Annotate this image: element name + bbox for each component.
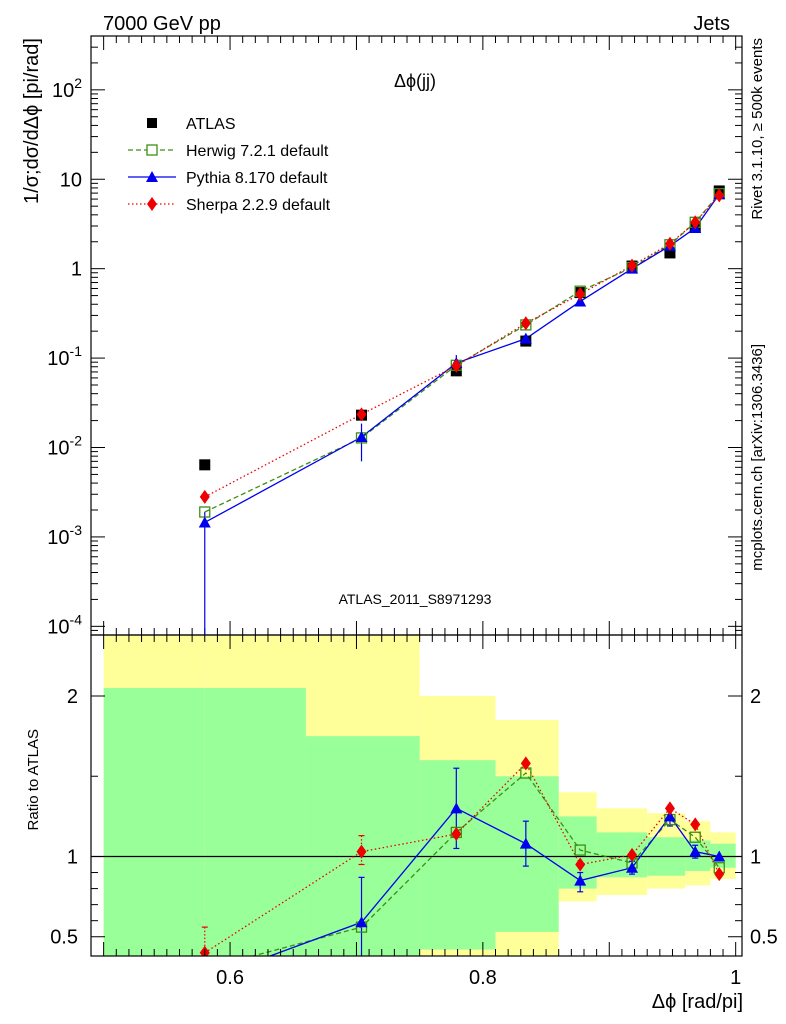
analysis-watermark: ATLAS_2011_S8971293 xyxy=(339,591,492,607)
legend: ATLAS Herwig 7.2.1 default Pythia 8.170 … xyxy=(128,116,331,214)
ratio-y-tick-label-left-2: 2 xyxy=(67,686,78,708)
main-y-tick-exponent-2: -2 xyxy=(70,433,83,449)
main-y-tick-label-5: 10 xyxy=(60,169,82,191)
main-y-tick-exponent-0: -4 xyxy=(70,611,83,627)
main-pythia-point-3 xyxy=(519,332,532,344)
ratio-panel: 0.5 0.5 1 1 2 2 0.6 0.8 1 xyxy=(50,634,778,989)
main-herwig-line xyxy=(204,193,720,513)
main-y-tick-exponent-6: 2 xyxy=(74,75,82,91)
legend-sherpa-label: Sherpa 2.2.9 default xyxy=(186,197,331,214)
header-process-label: Jets xyxy=(693,13,730,35)
ratio-herwig-line xyxy=(250,772,720,956)
ratio-herwig-point-4 xyxy=(574,844,586,856)
main-sherpa-point-2 xyxy=(451,358,462,373)
ratio-sherpa-point-1 xyxy=(356,844,367,859)
main-y-tick-base-3: 10 xyxy=(47,348,69,370)
main-plot-area xyxy=(198,185,726,635)
main-y-axis-title: 1/σ;dσ/dΔϕ [pi/rad] xyxy=(21,38,43,204)
ratio-y-axis-title: Ratio to ATLAS xyxy=(25,729,42,830)
ratio-herwig-point-7 xyxy=(689,831,701,843)
ratio-pythia-point-6 xyxy=(663,810,676,822)
main-y-tick-base-1: 10 xyxy=(47,527,69,549)
ratio-pythia-point-2 xyxy=(450,802,463,814)
main-sherpa-point-1 xyxy=(356,407,367,422)
ratio-inner-band-2 xyxy=(305,736,420,956)
ratio-y-tick-label-left-0: 0.5 xyxy=(50,927,78,949)
ratio-pythia-point-3 xyxy=(519,837,532,849)
rivet-version-label: Rivet 3.1.10, ≥ 500k events xyxy=(749,38,766,220)
main-y-tick-exponent-1: -3 xyxy=(70,522,83,538)
ratio-plot-area xyxy=(91,635,742,956)
main-sherpa-line xyxy=(204,194,720,498)
ratio-pythia-point-5 xyxy=(626,861,639,873)
ratio-y-tick-label-right-2: 2 xyxy=(750,686,761,708)
ratio-inner-band-0 xyxy=(103,687,205,956)
ratio-inner-band-4 xyxy=(495,776,559,932)
mcplots-reference-label: mcplots.cern.ch [arXiv:1306.3436] xyxy=(749,344,766,571)
main-y-tick-label-3: 10-1 xyxy=(47,343,82,370)
main-y-tick-label-6: 102 xyxy=(52,75,82,102)
ratio-pythia-point-7 xyxy=(689,845,702,857)
legend-sherpa-marker xyxy=(147,197,157,211)
main-sherpa-point-3 xyxy=(520,316,531,331)
ratio-sherpa-point-2 xyxy=(451,827,462,842)
ratio-pythia-point-8 xyxy=(713,850,726,862)
main-sherpa-point-6 xyxy=(664,236,675,251)
main-atlas-point-0 xyxy=(199,459,211,471)
ratio-inner-band-3 xyxy=(419,760,496,950)
ratio-sherpa-point-7 xyxy=(690,817,701,832)
ratio-inner-band-1 xyxy=(204,687,306,956)
x-axis-title: Δϕ [rad/pi] xyxy=(652,991,743,1013)
ratio-sherpa-point-8 xyxy=(714,867,725,882)
main-pythia-line xyxy=(204,193,720,524)
legend-pythia-label: Pythia 8.170 default xyxy=(186,170,328,187)
main-pythia-point-0 xyxy=(198,516,211,528)
main-sherpa-point-5 xyxy=(627,258,638,273)
main-y-tick-label-4: 1 xyxy=(71,259,82,281)
ratio-sherpa-point-6 xyxy=(664,801,675,816)
main-y-tick-base-2: 10 xyxy=(47,438,69,460)
main-y-tick-label-0: 10-4 xyxy=(47,611,82,638)
ratio-pythia-point-4 xyxy=(574,874,587,886)
main-sherpa-point-0 xyxy=(199,489,210,504)
ratio-y-tick-label-right-1: 1 xyxy=(750,846,761,868)
x-tick-label-1: 0.8 xyxy=(469,967,497,989)
ratio-sherpa-point-3 xyxy=(520,756,531,771)
header-energy-label: 7000 GeV pp xyxy=(103,13,221,35)
ratio-y-tick-label-left-1: 1 xyxy=(67,846,78,868)
x-tick-label-2: 1 xyxy=(730,967,741,989)
main-herwig-point-0 xyxy=(199,506,211,518)
legend-herwig-marker xyxy=(146,144,158,156)
main-sherpa-point-8 xyxy=(714,188,725,203)
main-y-tick-base-6: 10 xyxy=(52,80,74,102)
main-y-tick-base-0: 10 xyxy=(47,616,69,638)
main-y-tick-exponent-3: -1 xyxy=(70,343,83,359)
main-sherpa-point-4 xyxy=(575,287,586,302)
legend-atlas-label: ATLAS xyxy=(186,116,236,133)
main-y-tick-label-1: 10-3 xyxy=(47,522,82,549)
legend-atlas-marker xyxy=(147,118,157,128)
main-frame xyxy=(90,35,743,636)
main-y-tick-label-2: 10-2 xyxy=(47,433,82,460)
ratio-y-tick-label-right-0: 0.5 xyxy=(750,927,778,949)
x-tick-label-0: 0.6 xyxy=(216,967,244,989)
main-pythia-point-1 xyxy=(355,431,368,443)
main-plot-title: Δϕ(jj) xyxy=(394,71,436,91)
ratio-sherpa-point-4 xyxy=(575,857,586,872)
ratio-pythia-point-1 xyxy=(355,916,368,928)
ratio-sherpa-point-5 xyxy=(627,847,638,862)
legend-herwig-label: Herwig 7.2.1 default xyxy=(186,143,329,160)
main-atlas-point-6 xyxy=(664,247,676,259)
legend-pythia-marker xyxy=(146,171,158,182)
main-sherpa-point-7 xyxy=(690,215,701,230)
